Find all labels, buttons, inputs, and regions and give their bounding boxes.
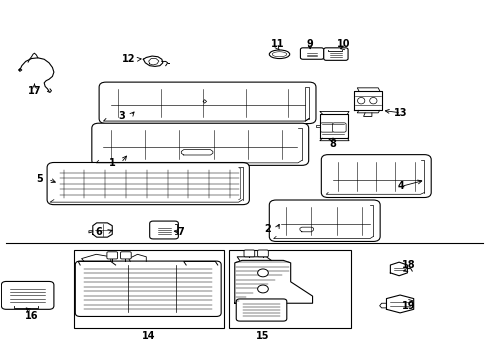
Text: 9: 9 [306,39,313,49]
Text: 6: 6 [95,227,102,237]
Ellipse shape [369,98,376,104]
Text: 7: 7 [177,227,183,237]
FancyBboxPatch shape [47,162,249,204]
Text: 13: 13 [393,108,407,118]
FancyBboxPatch shape [323,48,347,60]
FancyBboxPatch shape [1,282,54,309]
Text: 18: 18 [401,260,415,270]
Text: 19: 19 [401,301,415,311]
Text: 10: 10 [337,39,350,49]
FancyBboxPatch shape [257,250,268,257]
Text: 14: 14 [141,332,155,342]
Text: 1: 1 [109,158,115,168]
FancyBboxPatch shape [149,221,178,239]
Text: 4: 4 [397,181,404,192]
FancyBboxPatch shape [244,250,254,257]
FancyBboxPatch shape [120,252,131,259]
Text: 17: 17 [28,86,41,96]
FancyBboxPatch shape [107,252,117,259]
Text: 8: 8 [329,139,336,149]
Ellipse shape [257,285,268,293]
Text: 11: 11 [270,39,284,49]
Text: 5: 5 [36,174,42,184]
FancyBboxPatch shape [92,123,308,165]
Text: 2: 2 [264,224,271,234]
FancyBboxPatch shape [300,48,323,59]
FancyBboxPatch shape [99,82,315,123]
FancyBboxPatch shape [75,261,221,316]
Bar [74,249,224,328]
FancyBboxPatch shape [269,200,379,242]
FancyBboxPatch shape [332,123,346,132]
Text: 3: 3 [119,111,125,121]
Text: 16: 16 [25,311,38,321]
Text: 15: 15 [256,332,269,342]
FancyBboxPatch shape [236,299,286,321]
Ellipse shape [357,98,364,104]
FancyBboxPatch shape [320,123,333,132]
Bar [228,249,351,328]
Ellipse shape [257,269,268,277]
Text: 12: 12 [122,54,135,64]
FancyBboxPatch shape [321,155,430,198]
Ellipse shape [269,50,289,59]
